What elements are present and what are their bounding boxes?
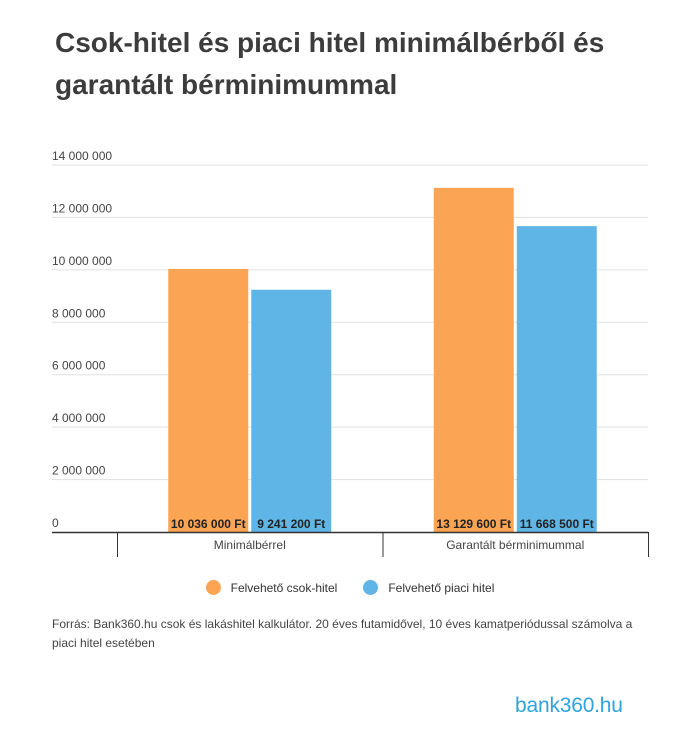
- data-label: 13 129 600 Ft: [436, 517, 511, 531]
- y-tick-label: 4 000 000: [52, 411, 106, 425]
- legend-item-piaci[interactable]: Felvehető piaci hitel: [363, 580, 494, 595]
- bar: [168, 268, 249, 532]
- legend-swatch-piaci: [363, 580, 379, 595]
- bar: [251, 289, 332, 532]
- legend-swatch-csok: [205, 580, 221, 595]
- y-tick-label: 2 000 000: [52, 464, 106, 478]
- data-label: 10 036 000 Ft: [171, 517, 246, 531]
- y-tick-label: 14 000 000: [52, 149, 112, 163]
- bank360-logo[interactable]: bank360.hu: [515, 694, 623, 717]
- data-label: 11 668 500 Ft: [520, 517, 594, 531]
- legend-item-csok[interactable]: Felvehető csok-hitel: [205, 580, 338, 595]
- y-tick-label: 12 000 000: [52, 201, 112, 215]
- legend-label-csok: Felvehető csok-hitel: [230, 580, 338, 595]
- legend: Felvehető csok-hitel Felvehető piaci hit…: [0, 580, 700, 595]
- y-tick-label: 6 000 000: [52, 359, 106, 373]
- y-tick-label: 10 000 000: [52, 254, 112, 268]
- bar-chart: 0 2 000 000 4 000 000 6 000 000 8 000 000 10 …: [52, 149, 649, 557]
- x-category-label: Minimálbérrel: [214, 538, 286, 552]
- chart-title: Csok-hitel és piaci hitel minimálbérből …: [55, 27, 605, 100]
- x-category-label: Garantált bérminimummal: [446, 538, 584, 552]
- bar: [516, 226, 597, 533]
- source-note: Forrás: Bank360.hu csok és lakáshitel ka…: [52, 617, 633, 650]
- y-tick-label: 0: [52, 516, 59, 530]
- bar: [433, 187, 514, 533]
- y-tick-label: 8 000 000: [52, 306, 106, 320]
- data-label: 9 241 200 Ft: [257, 517, 325, 531]
- legend-label-piaci: Felvehető piaci hitel: [388, 580, 495, 595]
